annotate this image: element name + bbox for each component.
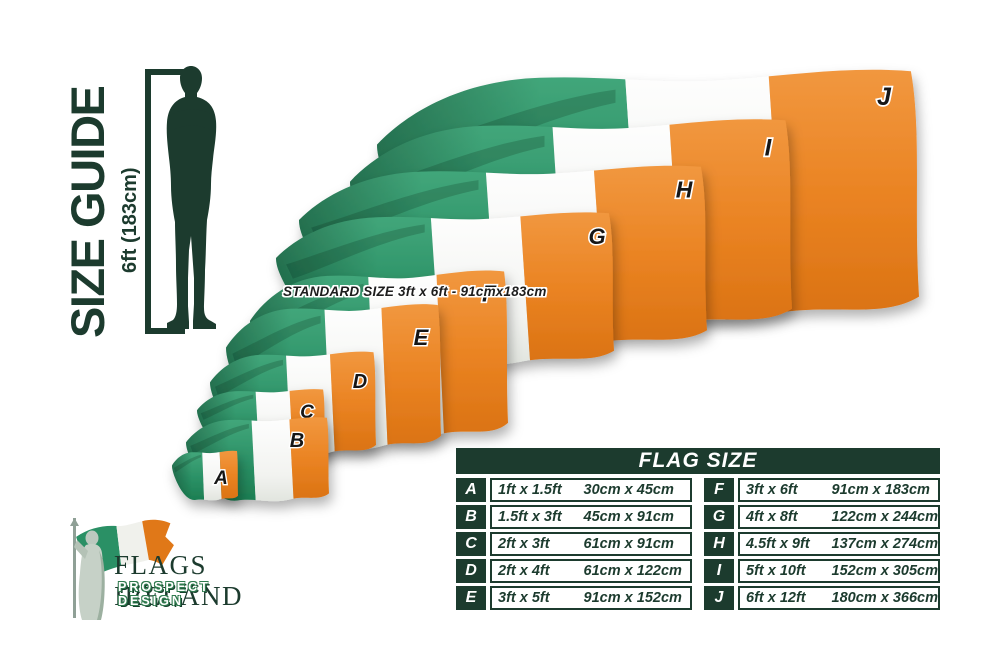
size-values: 1ft x 1.5ft 30cm x 45cm — [490, 478, 692, 502]
size-imperial: 1.5ft x 3ft — [498, 509, 562, 525]
table-row: H 4.5ft x 9ft 137cm x 274cm — [704, 532, 940, 556]
height-bracket-icon — [145, 69, 185, 334]
page-title: SIZE GUIDE — [61, 86, 114, 338]
size-letter-badge: I — [704, 559, 734, 583]
size-metric: 122cm x 244cm — [831, 509, 938, 525]
size-metric: 180cm x 366cm — [831, 590, 938, 606]
standard-size-note: STANDARD SIZE 3ft x 6ft - 91cmx183cm — [283, 284, 547, 299]
size-imperial: 5ft x 10ft — [746, 563, 806, 579]
flag-letter: G — [588, 224, 605, 249]
size-metric: 45cm x 91cm — [583, 509, 674, 525]
table-row: A 1ft x 1.5ft 30cm x 45cm — [456, 478, 692, 502]
size-metric: 30cm x 45cm — [583, 482, 674, 498]
size-values: 2ft x 4ft 61cm x 122cm — [490, 559, 692, 583]
table-title: FLAG SIZE — [456, 448, 940, 474]
table-row: I 5ft x 10ft 152cm x 305cm — [704, 559, 940, 583]
brand-name: FLAGS IRELAND — [114, 550, 243, 611]
table-row: F 3ft x 6ft 91cm x 183cm — [704, 478, 940, 502]
size-values: 3ft x 6ft 91cm x 183cm — [738, 478, 940, 502]
table-row: E 3ft x 5ft 91cm x 152cm — [456, 586, 692, 610]
table-row: D 2ft x 4ft 61cm x 122cm — [456, 559, 692, 583]
size-values: 6ft x 12ft 180cm x 366cm — [738, 586, 940, 610]
table-row: B 1.5ft x 3ft 45cm x 91cm — [456, 505, 692, 529]
flag-letter: D — [353, 371, 367, 393]
size-values: 5ft x 10ft 152cm x 305cm — [738, 559, 940, 583]
table-row: C 2ft x 3ft 61cm x 91cm — [456, 532, 692, 556]
size-letter-badge: A — [456, 478, 486, 502]
size-values: 4ft x 8ft 122cm x 244cm — [738, 505, 940, 529]
flag-letter: H — [676, 176, 693, 202]
table-row: J 6ft x 12ft 180cm x 366cm — [704, 586, 940, 610]
size-imperial: 4.5ft x 9ft — [746, 536, 810, 552]
flag-letter: F — [482, 280, 497, 306]
size-imperial: 4ft x 8ft — [746, 509, 798, 525]
flag-letter: A — [213, 468, 228, 489]
size-letter-badge: B — [456, 505, 486, 529]
size-letter-badge: H — [704, 532, 734, 556]
person-silhouette — [166, 66, 217, 329]
size-imperial: 2ft x 4ft — [498, 563, 550, 579]
size-letter-badge: D — [456, 559, 486, 583]
flag-letter: E — [414, 325, 430, 350]
size-values: 1.5ft x 3ft 45cm x 91cm — [490, 505, 692, 529]
flag-size-table: FLAG SIZE A 1ft x 1.5ft 30cm x 45cm B 1.… — [456, 448, 940, 613]
size-imperial: 2ft x 3ft — [498, 536, 550, 552]
flag-letter: B — [290, 430, 304, 452]
size-metric: 137cm x 274cm — [831, 536, 938, 552]
size-metric: 61cm x 91cm — [583, 536, 674, 552]
size-imperial: 6ft x 12ft — [746, 590, 806, 606]
brand-tagline: PROSPECT DESIGN — [118, 580, 211, 608]
flag-A: A — [172, 450, 238, 501]
size-metric: 91cm x 183cm — [831, 482, 930, 498]
size-imperial: 3ft x 6ft — [746, 482, 798, 498]
size-values: 3ft x 5ft 91cm x 152cm — [490, 586, 692, 610]
flag-letter: I — [765, 135, 773, 162]
size-letter-badge: G — [704, 505, 734, 529]
flag-letter: J — [877, 83, 892, 111]
table-column-right: F 3ft x 6ft 91cm x 183cm G 4ft x 8ft 122… — [704, 478, 940, 613]
size-letter-badge: F — [704, 478, 734, 502]
size-letter-badge: C — [456, 532, 486, 556]
flag-B: B — [186, 417, 329, 502]
size-metric: 61cm x 122cm — [583, 563, 682, 579]
table-body: A 1ft x 1.5ft 30cm x 45cm B 1.5ft x 3ft … — [456, 478, 940, 613]
size-letter-badge: E — [456, 586, 486, 610]
statue-flag-logo-icon — [70, 518, 174, 620]
person-height-label: 6ft (183cm) — [119, 167, 141, 273]
size-letter-badge: J — [704, 586, 734, 610]
size-values: 2ft x 3ft 61cm x 91cm — [490, 532, 692, 556]
size-metric: 152cm x 305cm — [831, 563, 938, 579]
size-imperial: 1ft x 1.5ft — [498, 482, 562, 498]
size-metric: 91cm x 152cm — [583, 590, 682, 606]
size-imperial: 3ft x 5ft — [498, 590, 550, 606]
table-column-left: A 1ft x 1.5ft 30cm x 45cm B 1.5ft x 3ft … — [456, 478, 692, 613]
size-values: 4.5ft x 9ft 137cm x 274cm — [738, 532, 940, 556]
table-row: G 4ft x 8ft 122cm x 244cm — [704, 505, 940, 529]
